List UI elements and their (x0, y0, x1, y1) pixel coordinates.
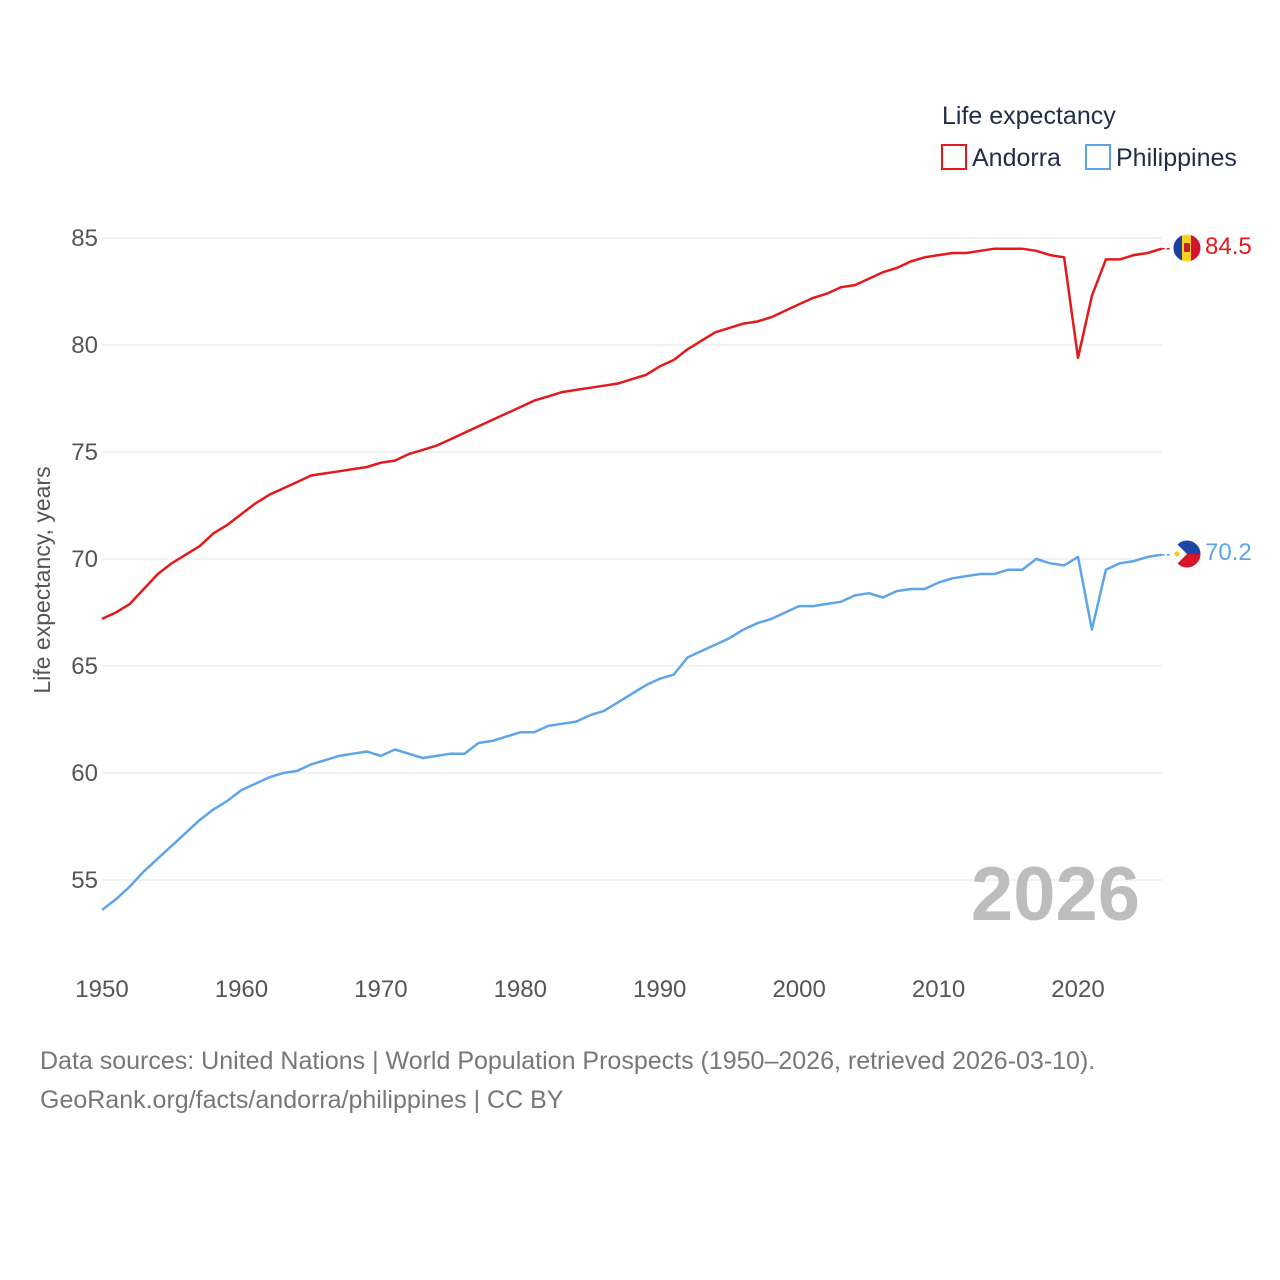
gridlines (102, 237, 1162, 881)
x-tick-label-1980: 1980 (494, 976, 547, 1003)
x-tick-label-1990: 1990 (633, 976, 686, 1003)
y-axis-title: Life expectancy, years (29, 466, 55, 693)
y-tick-label-60: 60 (71, 760, 98, 787)
legend-label-andorra: Andorra (972, 144, 1061, 172)
footer: Data sources: United Nations | World Pop… (40, 1042, 1095, 1120)
attribution-link[interactable]: GeoRank.org/facts/andorra/philippines | … (40, 1086, 564, 1114)
x-tick-label-1970: 1970 (354, 976, 407, 1003)
legend: Life expectancy Andorra Philippines (941, 102, 1237, 172)
life-expectancy-chart: 55 60 65 70 75 80 85 1950 1960 1970 1980 1990 2000 2… (29, 102, 1252, 1003)
series-lines (101, 247, 1171, 911)
data-source-note: Data sources: United Nations | World Pop… (40, 1047, 1096, 1075)
end-value-andorra: 84.5 (1205, 233, 1252, 260)
philippines-flag-icon (1173, 540, 1201, 568)
legend-label-philippines: Philippines (1116, 144, 1237, 172)
y-tick-label-85: 85 (71, 225, 98, 252)
current-year-label: 2026 (971, 852, 1140, 937)
y-tick-label-65: 65 (71, 653, 98, 680)
x-tick-label-2010: 2010 (912, 976, 965, 1003)
andorra-flag-icon (1173, 234, 1201, 262)
legend-swatch-andorra (941, 144, 967, 170)
legend-item-andorra[interactable]: Andorra (941, 144, 1061, 172)
x-tick-label-1950: 1950 (75, 976, 128, 1003)
end-value-philippines: 70.2 (1205, 539, 1252, 566)
x-tick-label-1960: 1960 (215, 976, 268, 1003)
y-axis-ticks: 55 60 65 70 75 80 85 (71, 225, 98, 894)
x-axis-ticks: 1950 1960 1970 1980 1990 2000 2010 2020 (75, 976, 1104, 1003)
legend-swatch-philippines (1085, 144, 1111, 170)
y-tick-label-70: 70 (71, 546, 98, 573)
x-tick-label-2000: 2000 (772, 976, 825, 1003)
series-line-andorra[interactable] (101, 247, 1163, 621)
y-tick-label-80: 80 (71, 332, 98, 359)
x-tick-label-2020: 2020 (1051, 976, 1104, 1003)
legend-item-philippines[interactable]: Philippines (1085, 144, 1237, 172)
legend-title: Life expectancy (942, 102, 1116, 130)
series-line-philippines[interactable] (101, 553, 1162, 911)
y-tick-label-55: 55 (71, 867, 98, 894)
y-tick-label-75: 75 (71, 439, 98, 466)
